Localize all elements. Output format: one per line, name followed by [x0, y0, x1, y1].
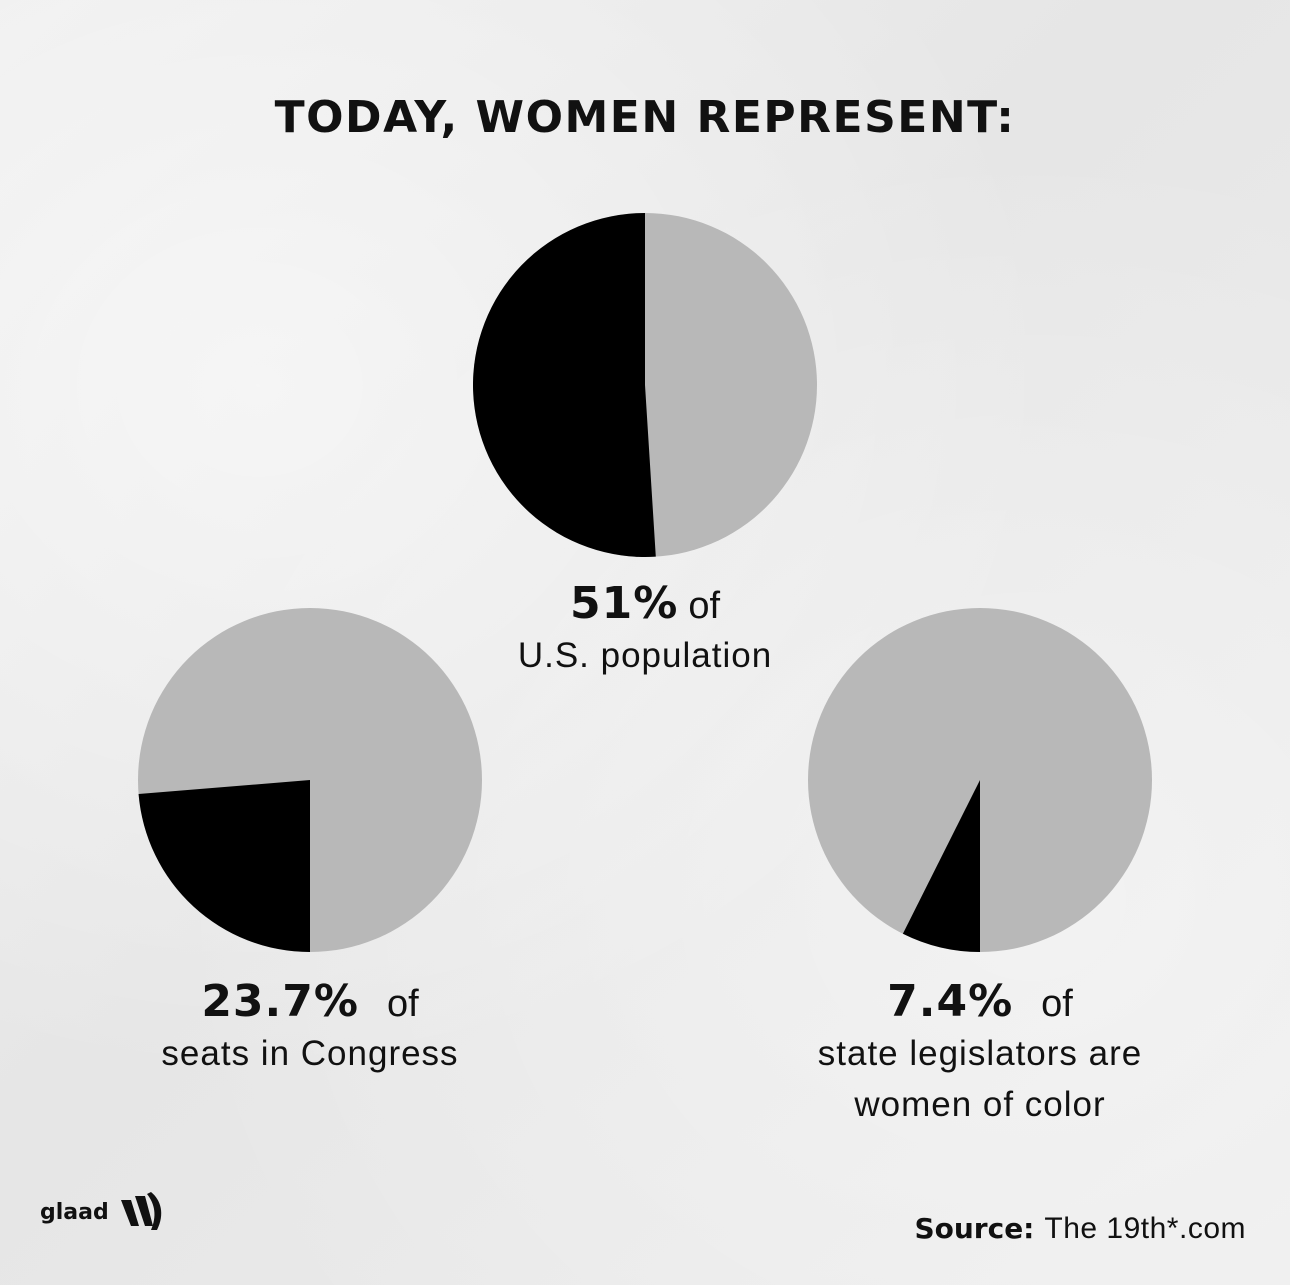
pie-label-population-desc: U.S. population [517, 635, 773, 675]
pie-congress-women-slice [138, 780, 310, 952]
glaad-logo: glaad [40, 1190, 173, 1234]
pie-label-congress: 23.7% of seats in Congress [110, 976, 510, 1080]
source-value: The 19th*.com [1044, 1212, 1246, 1245]
source-credit: Source: The 19th*.com [914, 1212, 1246, 1246]
pie-label-legislators-pct: 7.4% [887, 976, 1014, 1027]
source-label: Source: [914, 1212, 1035, 1245]
pie-label-congress-pct: 23.7% [201, 976, 359, 1027]
pie-population-women-slice [472, 213, 656, 558]
pie-label-congress-of: of [386, 983, 419, 1025]
pie-label-population: 51% of U.S. population [445, 578, 845, 682]
pie-label-population-of: of [688, 585, 721, 627]
glaad-logo-icon [120, 1192, 161, 1230]
pie-label-legislators-desc-line1: state legislators are [817, 1033, 1143, 1073]
pie-legislators-women-slice [902, 780, 980, 952]
pie-label-congress-desc: seats in Congress [161, 1033, 459, 1073]
pie-chart-population [472, 213, 817, 558]
page-title: TODAY, WOMEN REPRESENT: [274, 92, 1016, 143]
pie-chart-legislators [808, 608, 1152, 952]
pie-label-legislators-of: of [1041, 983, 1073, 1025]
pie-label-population-pct: 51% [569, 578, 679, 629]
pie-label-legislators-desc-line2: women of color [854, 1084, 1106, 1124]
pie-label-legislators: 7.4% of state legislators are women of co… [760, 976, 1200, 1130]
pie-chart-congress [138, 608, 482, 952]
glaad-logo-text: glaad [40, 1199, 109, 1225]
